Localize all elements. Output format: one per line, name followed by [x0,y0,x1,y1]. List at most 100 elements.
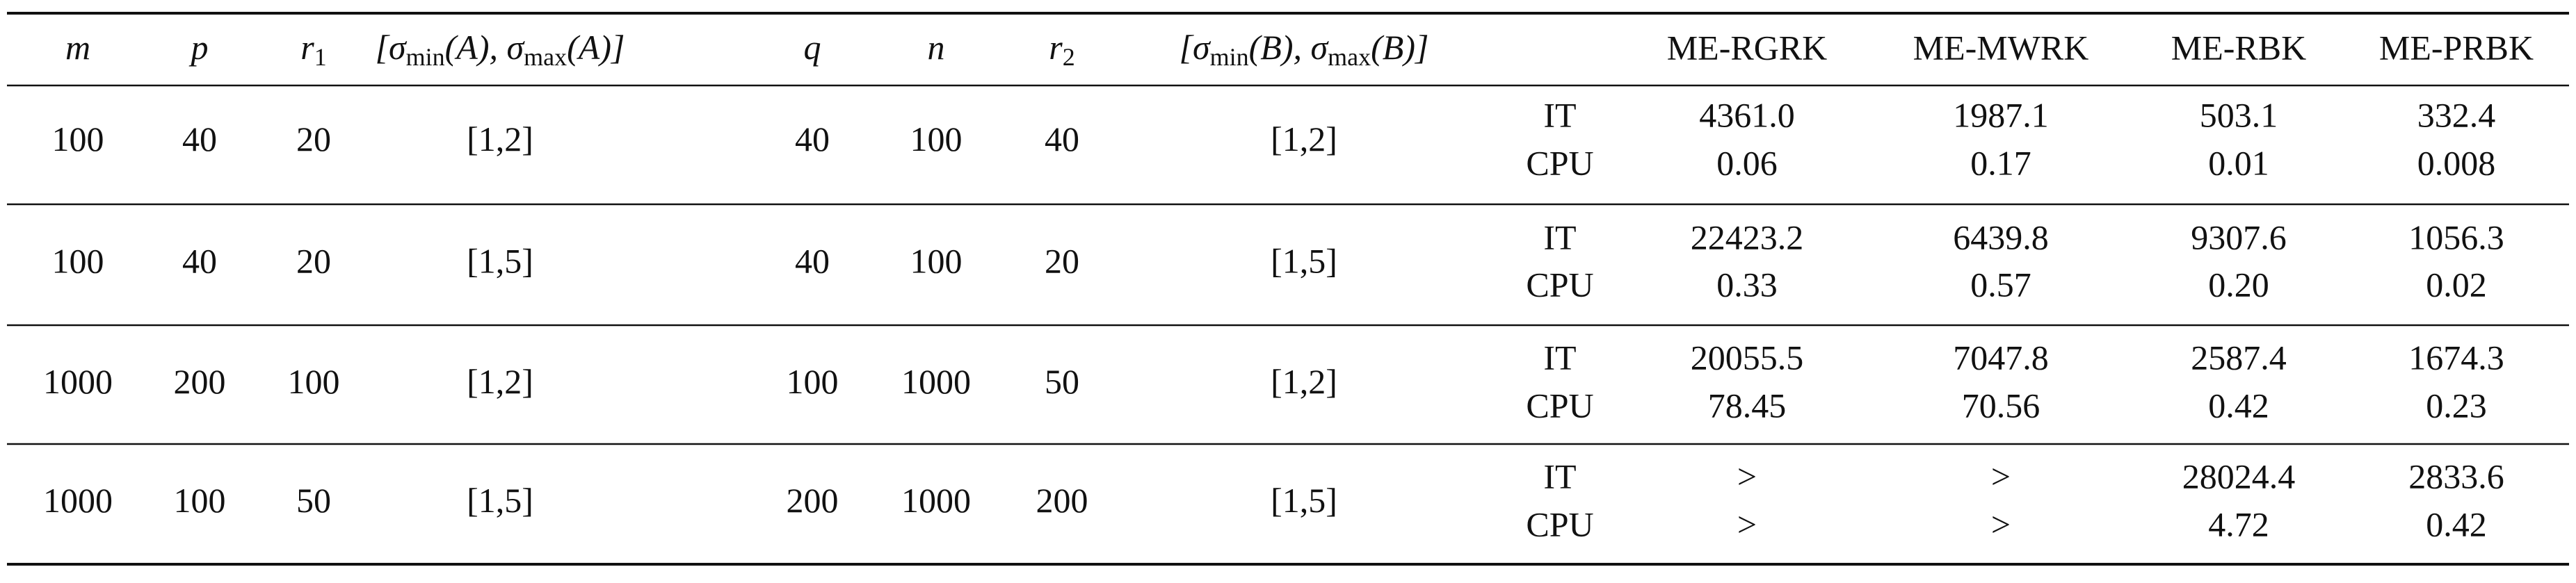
param-cell: [1,5] [467,241,533,280]
param-cell: 100 [910,120,963,158]
subscript: 2 [1063,43,1075,71]
result-cell: 1056.3 [2408,217,2504,256]
result-cell: 0.02 [2426,265,2487,304]
result-cell: 0.06 [1716,143,1778,182]
metric-label: IT [1543,457,1576,495]
column-header: m [65,28,90,67]
param-cell: 20 [296,241,331,280]
header-text: (A), σ [445,28,526,67]
param-cell: 50 [1045,362,1079,401]
result-cell: 4361.0 [1699,95,1795,134]
param-cell: 20 [296,120,331,158]
param-cell: [1,5] [1271,241,1337,280]
metric-label: CPU [1526,386,1593,425]
column-header: r2 [1049,28,1074,71]
result-cell: 332.4 [2417,95,2496,134]
param-cell: [1,2] [467,362,533,401]
column-header: [σmin(B), σmax(B)] [1180,28,1429,71]
param-cell: 40 [795,241,830,280]
result-cell: 0.008 [2417,143,2496,182]
method-header: ME-RGRK [1667,28,1828,67]
method-header: ME-RBK [2171,28,2306,67]
result-cell: 20055.5 [1691,338,1804,377]
param-cell: 1000 [901,362,971,401]
result-cell: 0.17 [1970,143,2031,182]
result-cell: 0.42 [2208,386,2269,425]
method-header: ME-PRBK [2379,28,2534,67]
column-header: n [928,28,945,67]
result-cell: 0.57 [1970,265,2031,304]
result-cell: 0.23 [2426,386,2487,425]
subscript: min [1210,43,1249,71]
header-text: m [65,28,90,67]
metric-label: IT [1543,338,1576,377]
column-header: [σmin(A), σmax(A)] [376,28,625,71]
subscript: max [524,43,567,71]
subscript: min [406,43,445,71]
param-cell: 200 [1036,481,1088,520]
result-cell: 0.01 [2208,143,2269,182]
param-cell: [1,2] [1271,362,1337,401]
param-cell: [1,2] [1271,120,1337,158]
result-cell: 0.42 [2426,504,2487,543]
result-cell: > [1737,504,1757,543]
result-cell: 2587.4 [2191,338,2287,377]
header-text: p [189,28,209,67]
result-cell: > [1737,457,1757,495]
param-cell: 100 [288,362,340,401]
header-text: [σ [1180,28,1211,67]
result-cell: > [1991,504,2011,543]
param-cell: 50 [296,481,331,520]
header-text: (A)] [567,28,625,67]
result-cell: 70.56 [1962,386,2040,425]
column-header: q [804,28,821,67]
header-text: r [300,28,314,67]
column-header: p [189,28,209,67]
result-cell: 4.72 [2208,504,2269,543]
param-cell: 200 [787,481,839,520]
metric-label: IT [1543,95,1576,134]
result-cell: 0.20 [2208,265,2269,304]
result-cell: 9307.6 [2191,217,2287,256]
result-cell: 1674.3 [2408,338,2504,377]
param-cell: [1,5] [467,481,533,520]
param-cell: 1000 [43,481,113,520]
header-text: q [804,28,821,67]
result-cell: 0.33 [1716,265,1778,304]
param-cell: 1000 [43,362,113,401]
result-cell: 78.45 [1708,386,1787,425]
header-text: n [928,28,945,67]
result-cell: 7047.8 [1953,338,2049,377]
result-cell: 22423.2 [1691,217,1804,256]
header-text: (B), σ [1249,28,1330,67]
metric-label: CPU [1526,143,1593,182]
param-cell: 40 [1045,120,1079,158]
result-cell: > [1991,457,2011,495]
header-text: r [1049,28,1063,67]
param-cell: 100 [910,241,963,280]
result-cell: 2833.6 [2408,457,2504,495]
param-cell: 100 [787,362,839,401]
result-cell: 6439.8 [1953,217,2049,256]
param-cell: 40 [182,120,217,158]
param-cell: 40 [795,120,830,158]
param-cell: 100 [52,241,104,280]
param-cell: 100 [52,120,104,158]
metric-label: CPU [1526,265,1593,304]
param-cell: 20 [1045,241,1079,280]
param-cell: 100 [174,481,226,520]
param-cell: [1,2] [467,120,533,158]
column-header: r1 [300,28,326,71]
param-cell: [1,5] [1271,481,1337,520]
header-text: [σ [376,28,408,67]
result-cell: 503.1 [2200,95,2278,134]
header-text: (B)] [1371,28,1428,67]
subscript: 1 [314,43,327,71]
metric-label: CPU [1526,504,1593,543]
result-cell: 28024.4 [2182,457,2296,495]
method-header: ME-MWRK [1913,28,2089,67]
param-cell: 1000 [901,481,971,520]
param-cell: 200 [174,362,226,401]
